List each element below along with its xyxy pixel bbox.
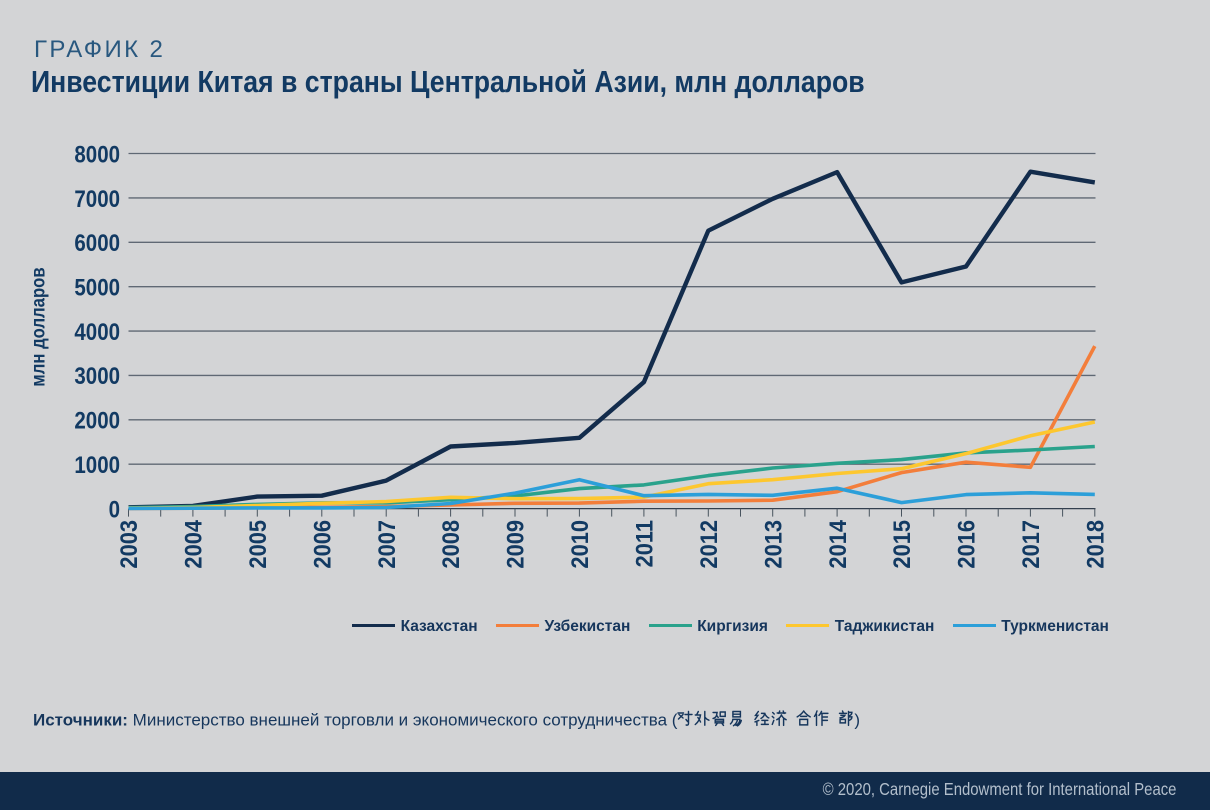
svg-text:2015: 2015: [888, 520, 915, 569]
svg-text:8000: 8000: [74, 141, 120, 168]
svg-text:2007: 2007: [373, 520, 400, 569]
svg-text:5000: 5000: [74, 274, 120, 301]
svg-text:2017: 2017: [1017, 520, 1044, 569]
svg-text:3000: 3000: [74, 363, 120, 390]
svg-text:2000: 2000: [74, 407, 120, 434]
svg-text:2005: 2005: [244, 520, 271, 569]
svg-text:2016: 2016: [953, 520, 980, 569]
svg-text:2013: 2013: [759, 520, 786, 569]
svg-text:2018: 2018: [1082, 520, 1109, 569]
svg-text:млн долларов: млн долларов: [27, 267, 48, 386]
svg-text:2003: 2003: [115, 520, 142, 569]
svg-text:2010: 2010: [566, 520, 593, 569]
svg-text:4000: 4000: [74, 319, 120, 346]
svg-text:2014: 2014: [824, 520, 851, 569]
svg-text:0: 0: [109, 496, 120, 523]
svg-text:6000: 6000: [74, 230, 120, 257]
svg-text:1000: 1000: [74, 452, 120, 479]
svg-text:2011: 2011: [631, 520, 658, 568]
svg-text:2004: 2004: [180, 520, 207, 569]
svg-text:2009: 2009: [502, 520, 529, 569]
svg-text:2008: 2008: [437, 520, 464, 569]
svg-text:2006: 2006: [308, 520, 335, 569]
svg-text:7000: 7000: [74, 185, 120, 212]
svg-text:2012: 2012: [695, 520, 722, 569]
